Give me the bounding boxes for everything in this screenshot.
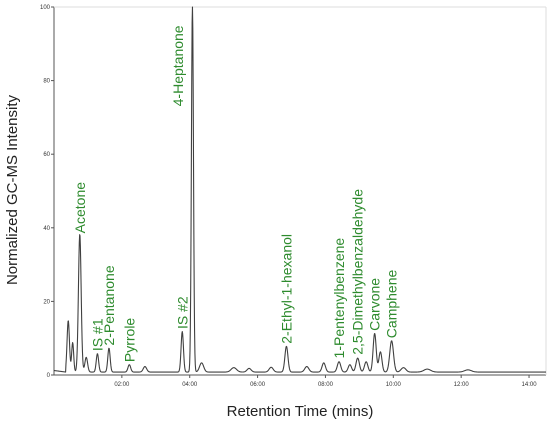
peak-label: Carvone — [367, 278, 383, 331]
y-tick-label: 40 — [43, 226, 50, 232]
x-tick-label: 10:00 — [386, 382, 402, 388]
peak-label: IS #2 — [174, 296, 190, 329]
x-tick-label: 14:00 — [522, 382, 538, 388]
y-tick-label: 20 — [43, 299, 50, 305]
series-layer — [53, 6, 547, 373]
y-tick-label: 80 — [43, 79, 50, 85]
x-tick-label: 08:00 — [318, 382, 334, 388]
x-tick-label: 06:00 — [250, 382, 266, 388]
y-tick-label: 0 — [47, 373, 51, 379]
y-tick-label: 60 — [43, 152, 50, 158]
peak-label: 2,5-Dimethylbenzaldehyde — [350, 189, 366, 355]
chromatogram-trace — [53, 6, 547, 373]
peak-label: 4-Heptanone — [170, 25, 186, 106]
x-tick-label: 02:00 — [114, 382, 130, 388]
peak-label: IS #1 — [89, 318, 105, 351]
ticks: 02:00 04:00 06:00 08:00 10:00 12:00 14:00 0 20 40… — [40, 5, 537, 388]
peak-label: 2-Pentanone — [101, 265, 117, 345]
peak-label: Acetone — [72, 182, 88, 234]
peak-label: Camphene — [384, 269, 400, 338]
annotation-layer: Acetone IS #12-Pentanone Pyrrole IS #2 4-Hep… — [72, 25, 400, 362]
y-tick-label: 100 — [40, 5, 51, 11]
peak-label: 2-Ethyl-1-hexanol — [278, 234, 294, 344]
x-tick-label: 04:00 — [182, 382, 198, 388]
peak-label: Pyrrole — [121, 318, 137, 363]
axes — [53, 6, 547, 376]
x-axis-title: Retention Time (mins) — [227, 403, 374, 420]
peak-label: 1-Pentenylbenzene — [331, 238, 347, 359]
y-axis-title: Normalized GC-MS Intensity — [4, 94, 21, 285]
x-tick-label: 12:00 — [454, 382, 470, 388]
